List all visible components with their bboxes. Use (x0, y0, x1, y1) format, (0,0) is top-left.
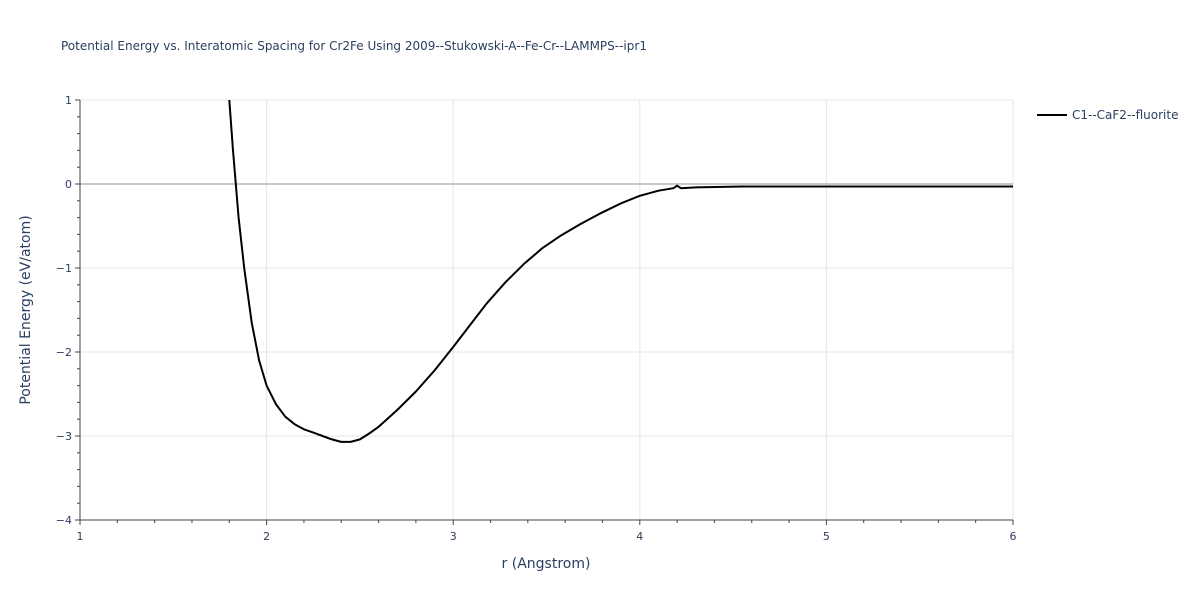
x-tick-label: 5 (823, 530, 830, 543)
x-tick-label: 6 (1010, 530, 1017, 543)
y-tick-label: 1 (65, 94, 72, 107)
x-tick-label: 4 (636, 530, 643, 543)
x-tick-label: 1 (77, 530, 84, 543)
plot-area (228, 100, 1013, 443)
chart-title: Potential Energy vs. Interatomic Spacing… (61, 39, 647, 53)
x-axis-title: r (Angstrom) (502, 556, 591, 572)
legend-entry-label: C1--CaF2--fluorite (1072, 108, 1178, 122)
y-tick-label: −1 (56, 262, 72, 275)
grid (80, 99, 1014, 520)
x-tick-label: 3 (450, 530, 457, 543)
y-axis-title: Potential Energy (eV/atom) (18, 215, 34, 404)
x-tick-label: 2 (263, 530, 270, 543)
y-tick-label: −2 (56, 346, 72, 359)
y-tick-label: −3 (56, 430, 72, 443)
y-tick-label: −4 (56, 514, 72, 527)
axes: 1 2 3 4 5 6 1 0 −1 −2 −3 −4 (56, 94, 1017, 543)
legend[interactable]: C1--CaF2--fluorite (1037, 108, 1178, 122)
y-tick-label: 0 (65, 178, 72, 191)
series-line[interactable] (228, 100, 1013, 443)
